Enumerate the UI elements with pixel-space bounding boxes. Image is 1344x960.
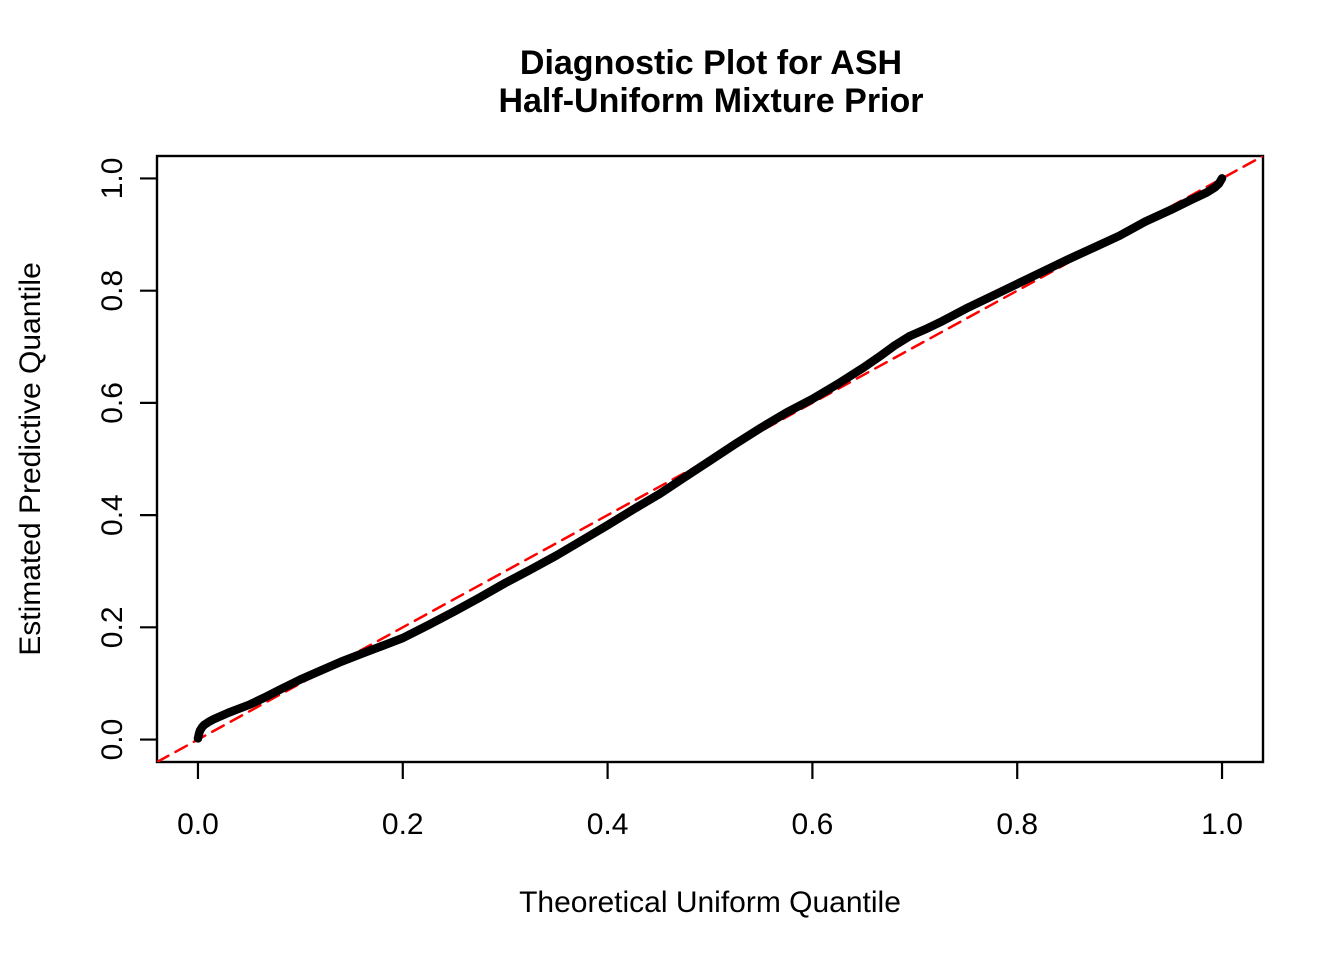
y-tick-label: 0.4 <box>96 494 129 536</box>
y-axis-ticks: 0.0 0.2 0.4 0.6 0.8 1.0 <box>96 158 157 761</box>
y-axis-title: Estimated Predictive Quantile <box>14 262 47 656</box>
x-tick-label: 0.8 <box>996 808 1038 841</box>
x-tick-label: 0.0 <box>177 808 219 841</box>
x-tick-label: 0.4 <box>587 808 629 841</box>
x-tick-label: 0.6 <box>792 808 834 841</box>
y-tick-label: 1.0 <box>96 158 129 200</box>
plot-title-line-1: Diagnostic Plot for ASH <box>520 44 902 82</box>
estimated-vs-theoretical-quantiles <box>193 174 1227 743</box>
data-series-layer <box>157 156 1263 762</box>
x-tick-label: 1.0 <box>1201 808 1243 841</box>
x-axis-ticks: 0.0 0.2 0.4 0.6 0.8 1.0 <box>177 762 1243 841</box>
y-tick-label: 0.6 <box>96 382 129 424</box>
y-tick-label: 0.8 <box>96 270 129 312</box>
x-tick-label: 0.2 <box>382 808 424 841</box>
y-tick-label: 0.0 <box>96 719 129 761</box>
plot-title-line-2: Half-Uniform Mixture Prior <box>498 82 923 120</box>
x-axis-title: Theoretical Uniform Quantile <box>519 886 901 919</box>
y-tick-label: 0.2 <box>96 606 129 648</box>
plot-frame <box>155 154 1265 764</box>
